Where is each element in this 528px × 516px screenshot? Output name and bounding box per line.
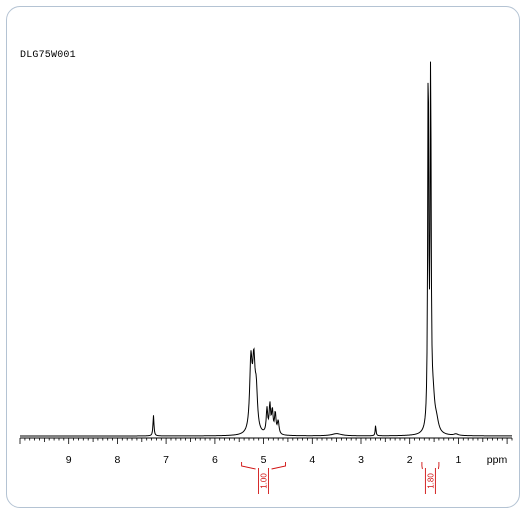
x-tick-label-9: 9 — [66, 454, 72, 466]
x-tick-label-5: 5 — [261, 454, 267, 466]
x-unit-label: ppm — [487, 454, 508, 466]
sample-id-label: DLG75W001 — [20, 50, 76, 61]
spectrum-trace — [20, 61, 512, 437]
x-tick-label-4: 4 — [309, 454, 315, 466]
x-tick-label-8: 8 — [114, 454, 120, 466]
integral-bracket-1 — [421, 462, 440, 470]
plot-frame — [6, 6, 520, 508]
integral-value-1: 1.80 — [426, 473, 435, 489]
x-tick-label-2: 2 — [407, 454, 413, 466]
x-tick-label-6: 6 — [212, 454, 218, 466]
x-tick-label-3: 3 — [358, 454, 364, 466]
x-tick-label-1: 1 — [455, 454, 461, 466]
integral-value-0: 1.00 — [260, 473, 269, 489]
x-tick-label-7: 7 — [163, 454, 169, 466]
integral-bracket-0 — [241, 462, 286, 470]
